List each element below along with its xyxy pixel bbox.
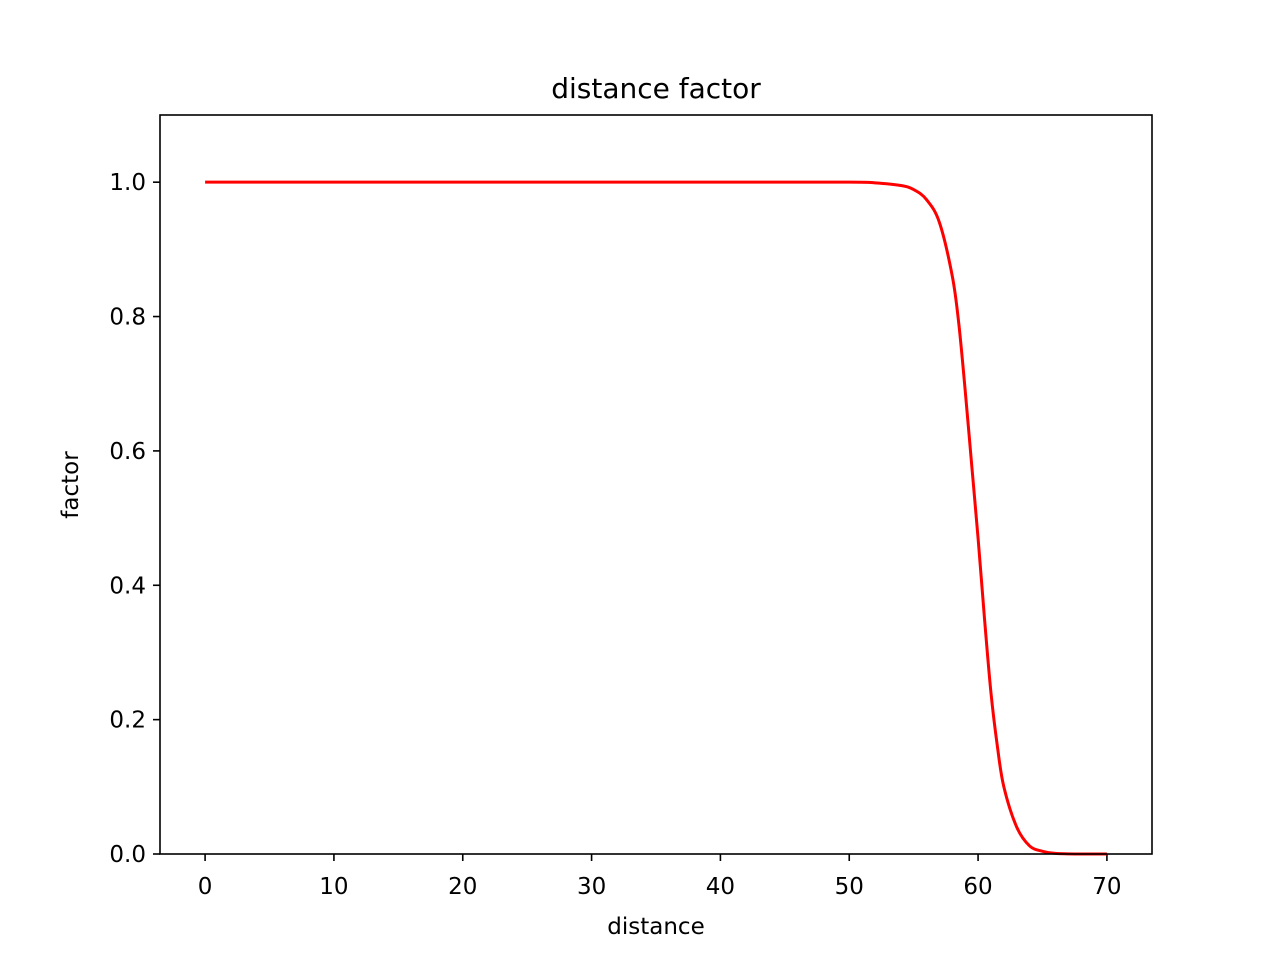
plot-frame: [159, 114, 1153, 855]
chart-title: distance factor: [551, 72, 761, 105]
x-tick-label: 60: [963, 874, 992, 900]
x-tick-label: 30: [577, 874, 606, 900]
x-tick-label: 40: [706, 874, 735, 900]
x-axis-label: distance: [607, 914, 704, 940]
x-tick-label: 10: [319, 874, 348, 900]
y-tick-label: 0.2: [109, 708, 146, 734]
y-tick-label: 0.4: [109, 573, 146, 599]
x-tick-label: 0: [198, 874, 213, 900]
y-axis: 0.0 0.2 0.4 0.6 0.8 1.0: [109, 170, 160, 868]
x-tick-label: 70: [1092, 874, 1121, 900]
x-tick-label: 50: [835, 874, 864, 900]
x-axis: 0 10 20 30 40 50 60 70: [198, 854, 1122, 900]
y-tick-label: 0.8: [109, 305, 146, 331]
series-line: [205, 180, 1107, 856]
y-tick-label: 1.0: [109, 170, 146, 196]
x-tick-label: 20: [448, 874, 477, 900]
y-axis-label: factor: [58, 451, 84, 519]
y-tick-label: 0.0: [109, 842, 146, 868]
y-tick-label: 0.6: [109, 439, 146, 465]
